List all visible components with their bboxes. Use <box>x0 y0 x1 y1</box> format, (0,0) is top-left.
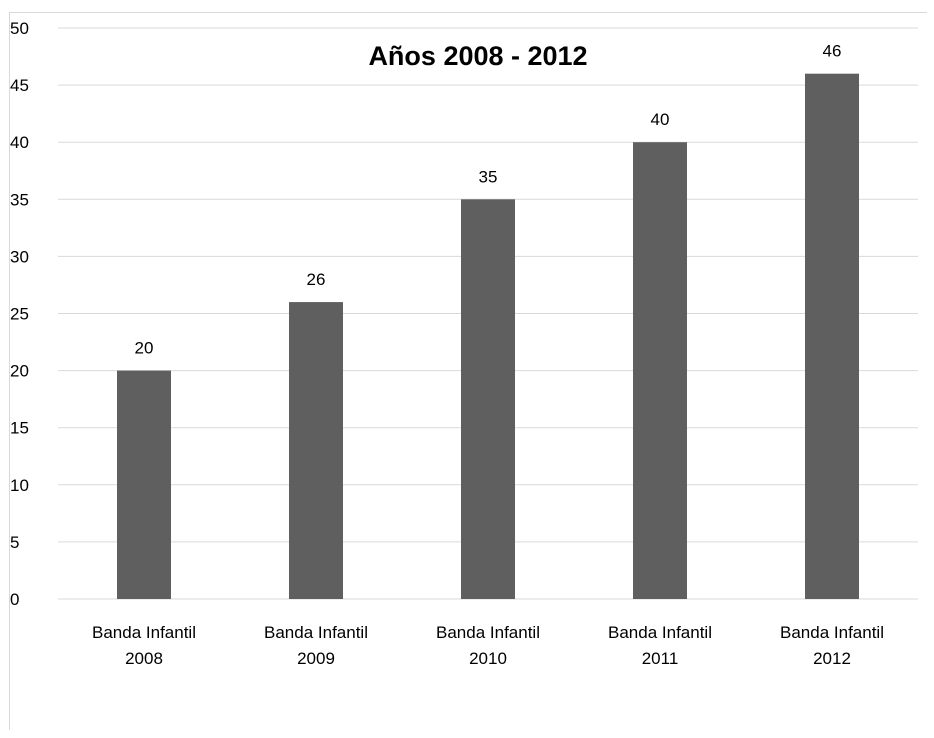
data-label: 40 <box>651 110 670 129</box>
bar <box>633 142 687 599</box>
data-label: 26 <box>307 270 326 289</box>
category-label: Banda Infantil <box>608 623 712 642</box>
category-label: Banda Infantil <box>780 623 884 642</box>
category-label: 2010 <box>469 649 507 668</box>
category-label: 2011 <box>642 649 679 668</box>
category-label: Banda Infantil <box>92 623 196 642</box>
category-label: 2012 <box>813 649 851 668</box>
y-tick-label: 0 <box>10 590 19 609</box>
y-tick-label: 50 <box>10 19 29 38</box>
y-tick-label: 10 <box>10 476 29 495</box>
category-label: 2008 <box>125 649 163 668</box>
y-tick-label: 40 <box>10 133 29 152</box>
y-tick-label: 15 <box>10 419 29 438</box>
y-axis-ticks: 0 5 10 15 20 25 30 35 40 45 50 <box>10 19 29 609</box>
category-label: Banda Infantil <box>436 623 540 642</box>
category-label: Banda Infantil <box>264 623 368 642</box>
chart-title: Años 2008 - 2012 <box>368 41 587 71</box>
y-tick-label: 30 <box>10 247 29 266</box>
bar <box>289 302 343 599</box>
y-tick-label: 20 <box>10 362 29 381</box>
y-tick-label: 35 <box>10 190 29 209</box>
data-label: 46 <box>823 42 842 61</box>
bar <box>117 370 171 599</box>
bars <box>117 73 859 600</box>
bar <box>805 73 859 600</box>
y-tick-label: 5 <box>10 533 19 552</box>
chart-frame <box>9 12 927 730</box>
bar <box>461 199 515 600</box>
data-labels: 20 26 35 40 46 <box>135 42 842 358</box>
y-tick-label: 25 <box>10 305 29 324</box>
category-label: 2009 <box>297 649 335 668</box>
x-axis-categories: Banda Infantil 2008 Banda Infantil 2009 Band… <box>92 623 884 668</box>
y-tick-label: 45 <box>10 76 29 95</box>
data-label: 20 <box>135 339 154 358</box>
data-label: 35 <box>479 167 498 186</box>
